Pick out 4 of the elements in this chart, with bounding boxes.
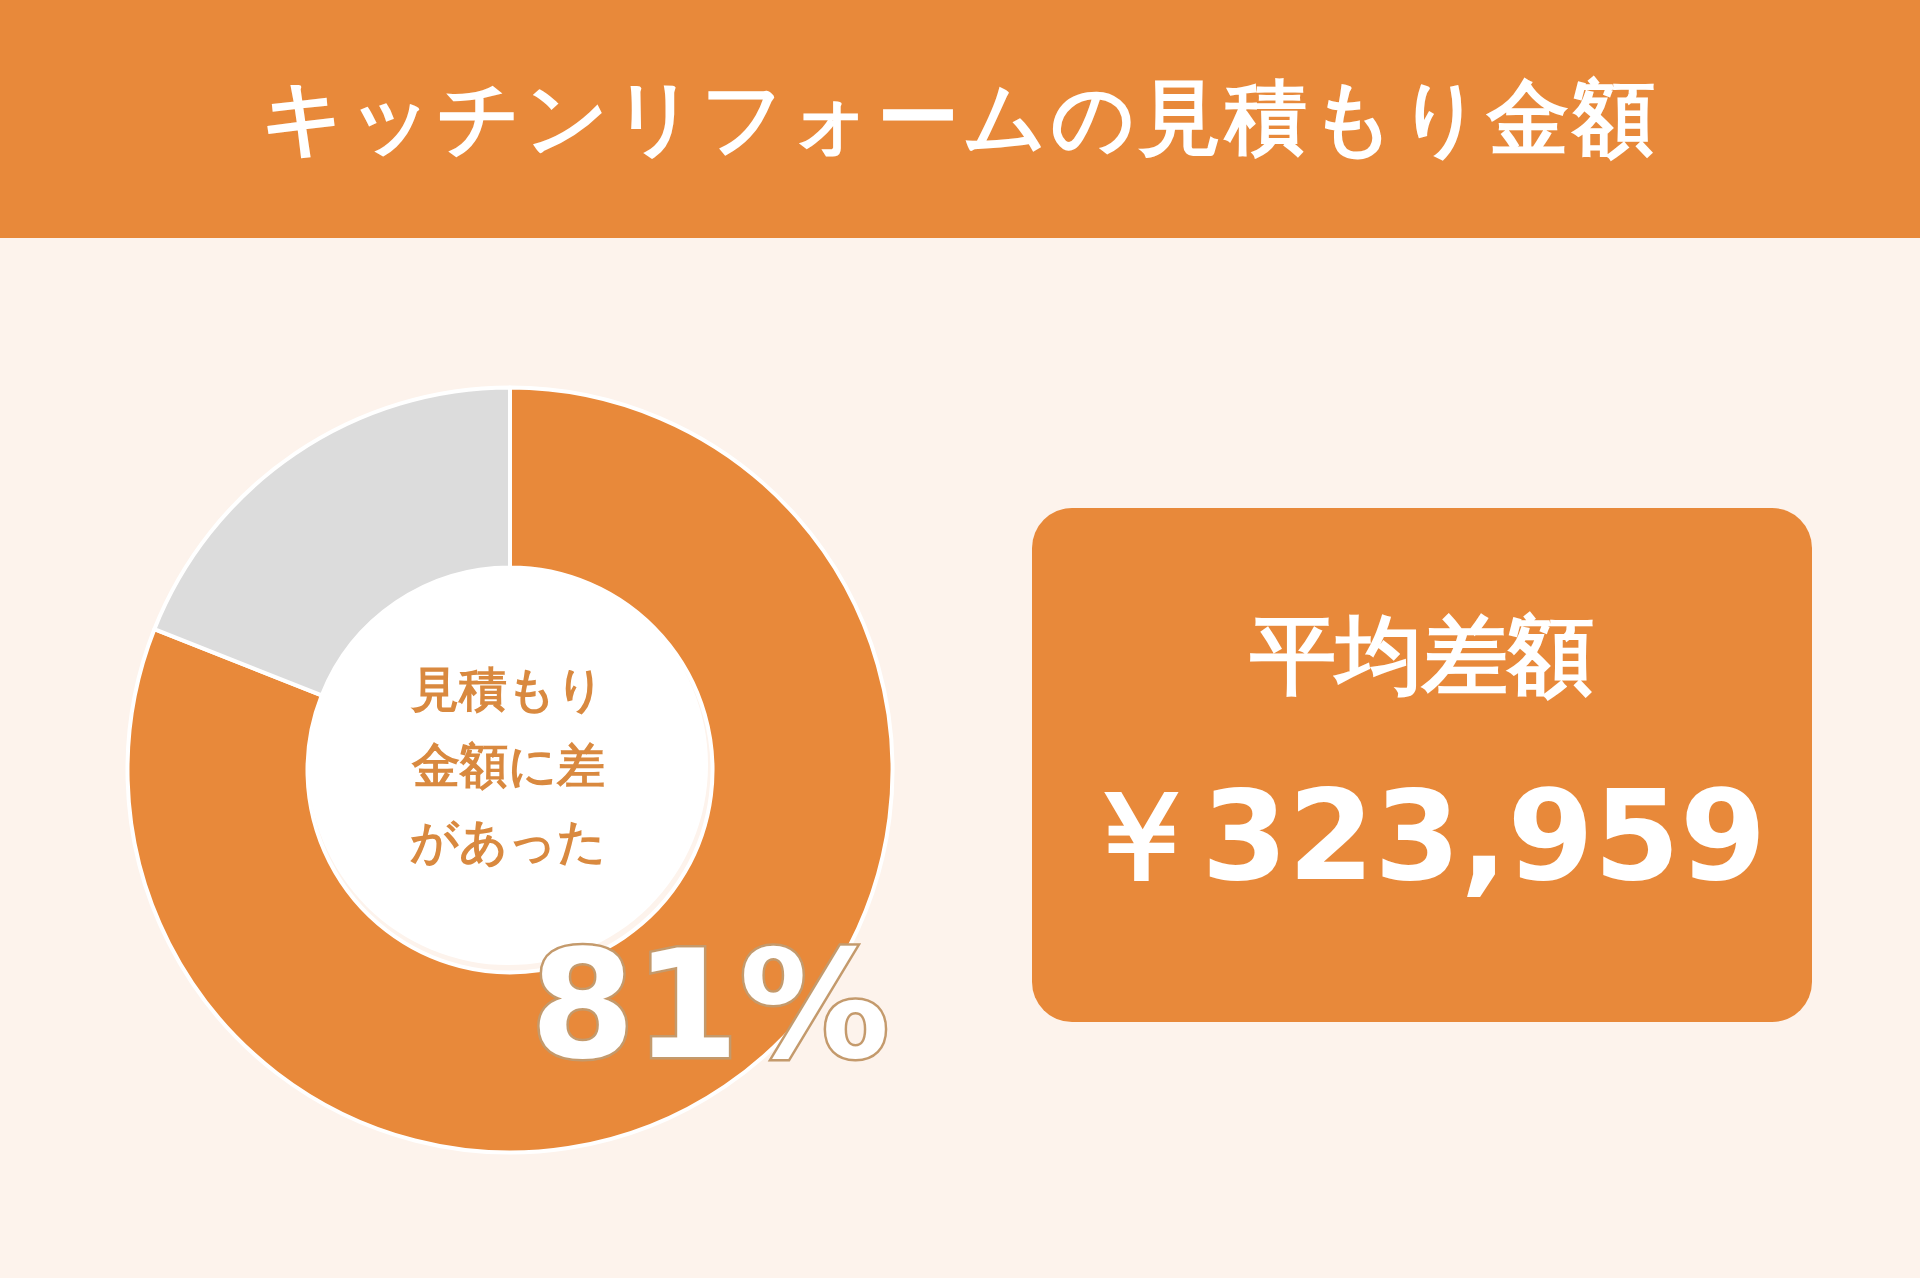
text: 見積もり金額に差があった: [409, 660, 607, 871]
text: 平均差額: [1249, 604, 1595, 707]
text: ￥323,959: [1076, 763, 1768, 910]
chart-title: キッチンリフォームの見積もり金額: [261, 69, 1659, 167]
